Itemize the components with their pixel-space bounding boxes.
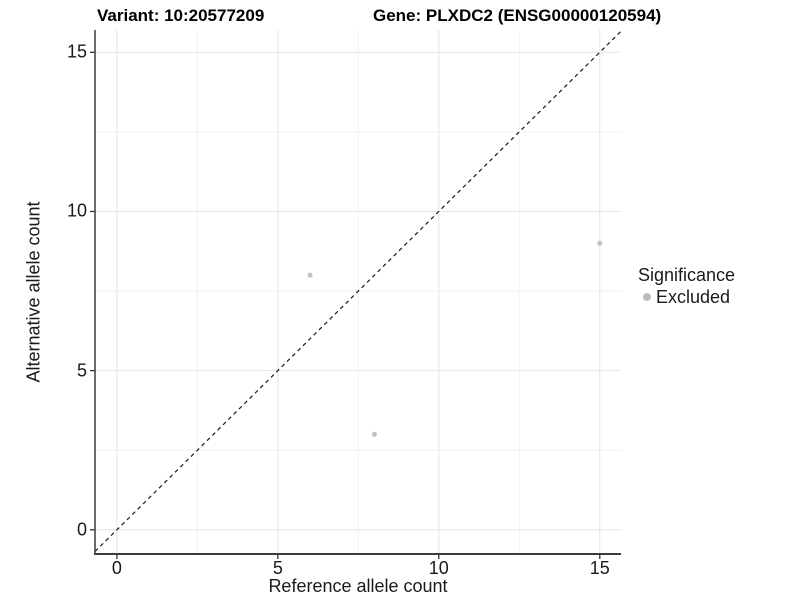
data-point xyxy=(307,272,313,278)
y-axis-title: Alternative allele count xyxy=(23,201,44,383)
y-tick-label: 5 xyxy=(76,360,87,381)
legend: Significance Excluded xyxy=(638,264,735,308)
data-point xyxy=(597,240,603,246)
plot-title-gene: Gene: PLXDC2 (ENSG00000120594) xyxy=(373,6,662,25)
legend-item-excluded: Excluded xyxy=(638,286,735,308)
x-axis-title: Reference allele count xyxy=(268,576,448,596)
data-point xyxy=(371,431,377,437)
y-tick-label: 15 xyxy=(66,41,87,62)
y-tick-label: 0 xyxy=(76,519,87,540)
legend-item-label: Excluded xyxy=(656,287,731,307)
x-tick-label: 15 xyxy=(589,558,610,578)
legend-point-icon xyxy=(643,293,651,301)
x-tick-label: 10 xyxy=(428,558,449,578)
identity-line xyxy=(94,30,622,552)
x-tick-label: 0 xyxy=(111,558,122,578)
plot-title-variant: Variant: 10:20577209 xyxy=(97,6,265,25)
x-tick-label: 5 xyxy=(272,558,283,578)
legend-title: Significance xyxy=(638,265,736,285)
y-tick-label: 10 xyxy=(66,200,87,221)
